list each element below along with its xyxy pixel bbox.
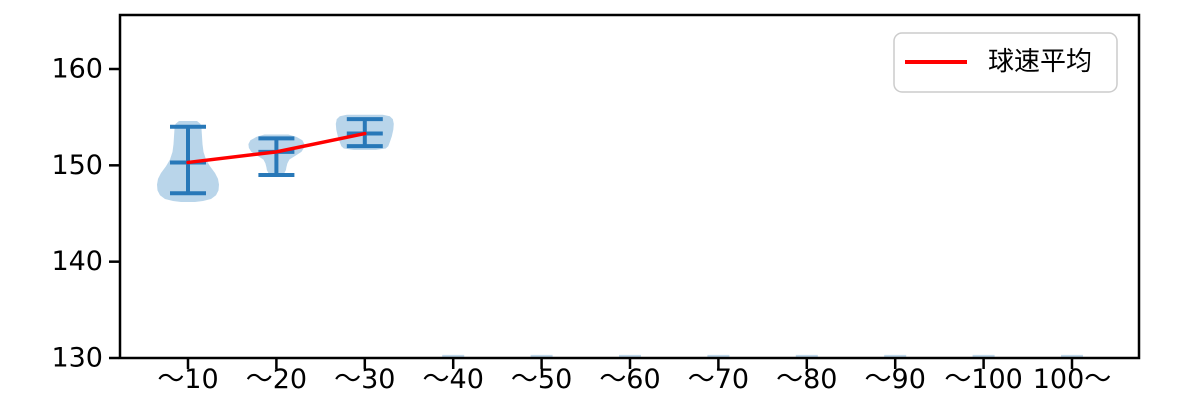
- x-tick-label-6: ～70: [688, 364, 749, 395]
- mean-line: [186, 131, 367, 165]
- empty-violin-3: [442, 354, 465, 358]
- empty-violin-4: [530, 354, 553, 358]
- y-tick-label-1: 140: [51, 246, 103, 277]
- empty-violin-6: [707, 354, 730, 358]
- x-tick-label-0: ～10: [157, 364, 218, 395]
- empty-violin-10: [1061, 354, 1083, 358]
- x-tick-label-4: ～50: [511, 364, 572, 395]
- legend-box: [893, 32, 1118, 93]
- plot-frame: [118, 13, 1141, 360]
- x-tick-label-3: ～40: [423, 364, 484, 395]
- empty-violin-5: [619, 354, 641, 358]
- x-tick-label-7: ～80: [776, 364, 837, 395]
- y-tick-label-2: 150: [51, 150, 103, 181]
- empty-violin-7: [795, 354, 818, 358]
- empty-violin-9: [972, 354, 995, 358]
- x-tick-label-2: ～30: [334, 364, 395, 395]
- x-tick-label-8: ～90: [865, 364, 926, 395]
- empty-violin-8: [884, 354, 907, 358]
- y-tick-label-0: 130: [51, 343, 103, 374]
- x-tick-label-10: 100～: [1033, 364, 1112, 395]
- x-tick-label-9: ～100: [944, 364, 1023, 395]
- y-tick-label-3: 160: [51, 54, 103, 85]
- x-tick-label-5: ～60: [599, 364, 660, 395]
- x-tick-label-1: ～20: [246, 364, 307, 395]
- legend-label: 球速平均: [988, 47, 1092, 77]
